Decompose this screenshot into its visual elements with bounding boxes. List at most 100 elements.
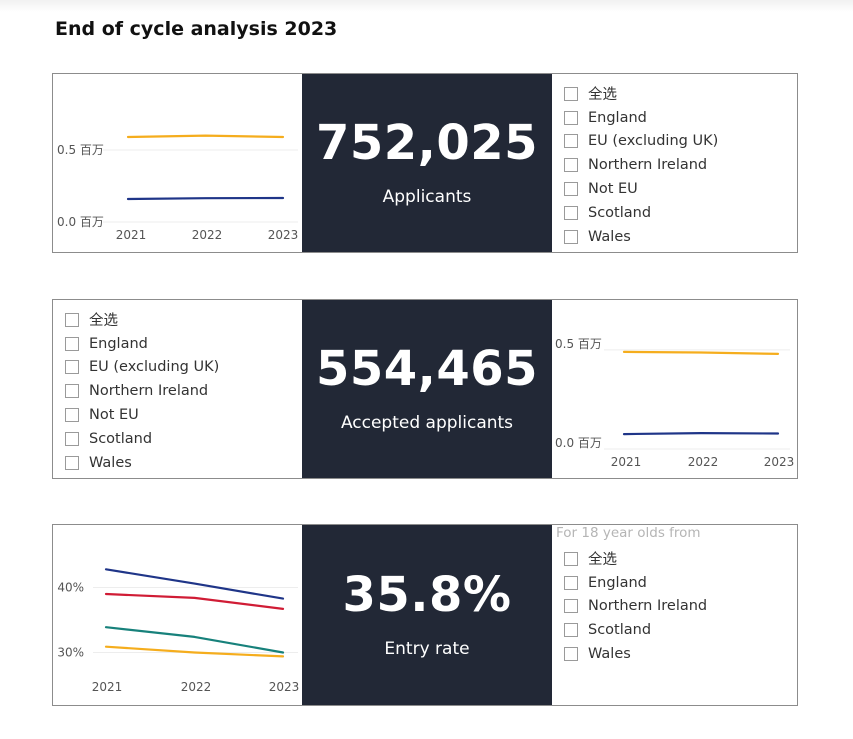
slicer-option-label: Wales: [89, 454, 132, 471]
series-line-1: [126, 196, 285, 201]
checkbox[interactable]: [564, 229, 578, 244]
applicants-chart-panel: 0.5 百万 0.0 百万 2021 2022 2023: [53, 74, 302, 252]
applicants-line-chart: 0.5 百万 0.0 百万 2021 2022 2023: [57, 134, 299, 242]
slicer-option-label: Not EU: [89, 407, 139, 424]
series-line-0: [622, 350, 780, 356]
slicer-option-label: EU (excluding UK): [89, 359, 220, 376]
slicer-option-label: England: [89, 335, 148, 352]
series-line-0: [104, 568, 285, 600]
checkbox[interactable]: [564, 205, 578, 220]
checkbox[interactable]: [564, 647, 578, 662]
slicer-option[interactable]: Scotland: [564, 201, 718, 225]
slicer-option-label: 全选: [588, 552, 617, 569]
kpi-label: Accepted applicants: [340, 413, 514, 433]
checkbox[interactable]: [564, 551, 578, 566]
slicer-option[interactable]: Scotland: [564, 618, 707, 642]
x-tick-label: 2022: [688, 455, 719, 469]
checkbox[interactable]: [564, 599, 578, 614]
slicer-option-label: Scotland: [588, 204, 652, 221]
slicer-option[interactable]: Not EU: [564, 177, 718, 201]
y-tick-label: 0.0 百万: [57, 215, 104, 229]
slicer-option[interactable]: Northern Ireland: [65, 379, 219, 403]
slicer-option[interactable]: Northern Ireland: [564, 153, 718, 177]
country-slicer: For 18 year olds from 全选 England Northern I…: [556, 525, 707, 666]
series-line-2: [104, 626, 285, 654]
checkbox[interactable]: [65, 336, 79, 351]
series-line-1: [622, 432, 780, 436]
slicer-option-label: Not EU: [588, 181, 638, 198]
y-tick-label: 0.5 百万: [555, 337, 602, 351]
checkbox[interactable]: [564, 86, 578, 101]
x-tick-label: 2023: [269, 680, 300, 694]
slicer-option[interactable]: Not EU: [65, 403, 219, 427]
slicer-option[interactable]: EU (excluding UK): [65, 356, 219, 380]
top-shadow: [0, 0, 853, 12]
entry-rate-row: 40% 30% 2021 2022 2023 35.8% Entry rate For …: [52, 524, 798, 706]
slicer-option-label: Northern Ireland: [588, 598, 708, 615]
y-tick-label: 30%: [57, 646, 84, 660]
domicile-slicer: 全选 England EU (excluding UK) Northern Irela…: [65, 308, 219, 475]
slicer-option[interactable]: England: [564, 106, 718, 130]
y-tick-label: 40%: [57, 581, 84, 595]
slicer-option-label: Northern Ireland: [89, 383, 209, 400]
entry-rate-kpi-card: 35.8% Entry rate: [302, 525, 552, 705]
kpi-label: Entry rate: [384, 639, 470, 659]
slicer-option[interactable]: Scotland: [65, 427, 219, 451]
kpi-value: 554,465: [315, 341, 539, 397]
y-tick-label: 0.0 百万: [555, 436, 602, 450]
x-tick-label: 2022: [192, 228, 223, 242]
accepted-row: 全选 England EU (excluding UK) Northern Irela…: [52, 299, 798, 479]
series-line-0: [126, 134, 285, 139]
select-all-option[interactable]: 全选: [564, 82, 718, 106]
domicile-slicer: 全选 England EU (excluding UK) Northern Irela…: [564, 82, 718, 249]
x-tick-label: 2021: [611, 455, 642, 469]
series-line-1: [104, 592, 285, 611]
accepted-kpi-card: 554,465 Accepted applicants: [302, 300, 552, 478]
kpi-value: 752,025: [315, 115, 539, 171]
kpi-value: 35.8%: [342, 567, 512, 623]
accepted-line-chart: 0.5 百万 0.0 百万 2021 2022 2023: [555, 337, 795, 469]
slicer-option[interactable]: Northern Ireland: [564, 595, 707, 619]
x-tick-label: 2023: [268, 228, 299, 242]
slicer-option[interactable]: England: [65, 332, 219, 356]
accepted-slicer-panel: 全选 England EU (excluding UK) Northern Irela…: [53, 300, 302, 478]
checkbox[interactable]: [564, 110, 578, 125]
slicer-option[interactable]: England: [564, 571, 707, 595]
series-line-3: [104, 645, 285, 658]
slicer-option[interactable]: EU (excluding UK): [564, 130, 718, 154]
checkbox[interactable]: [564, 182, 578, 197]
slicer-option-label: Scotland: [89, 430, 153, 447]
slicer-option-label: England: [588, 574, 647, 591]
checkbox[interactable]: [65, 408, 79, 423]
slicer-option-label: Scotland: [588, 622, 652, 639]
applicants-slicer-panel: 全选 England EU (excluding UK) Northern Irela…: [552, 74, 797, 252]
slicer-option-label: EU (excluding UK): [588, 133, 719, 150]
slicer-option[interactable]: Wales: [564, 225, 718, 249]
checkbox[interactable]: [564, 623, 578, 638]
slicer-option[interactable]: Wales: [65, 451, 219, 475]
select-all-option[interactable]: 全选: [564, 547, 707, 571]
select-all-option[interactable]: 全选: [65, 308, 219, 332]
slicer-option-label: England: [588, 109, 647, 126]
checkbox[interactable]: [65, 384, 79, 399]
x-tick-label: 2021: [92, 680, 123, 694]
kpi-label: Applicants: [382, 187, 472, 207]
slicer-option-label: 全选: [89, 313, 118, 330]
checkbox[interactable]: [65, 431, 79, 446]
checkbox[interactable]: [65, 312, 79, 327]
checkbox[interactable]: [65, 455, 79, 470]
slicer-option-label: Wales: [588, 646, 631, 663]
checkbox[interactable]: [564, 134, 578, 149]
slicer-option[interactable]: Wales: [564, 642, 707, 666]
checkbox[interactable]: [564, 575, 578, 590]
accepted-chart-panel: 0.5 百万 0.0 百万 2021 2022 2023: [552, 300, 797, 478]
checkbox[interactable]: [65, 360, 79, 375]
slicer-option-label: 全选: [588, 87, 617, 104]
slicer-option-label: Northern Ireland: [588, 157, 708, 174]
applicants-row: 0.5 百万 0.0 百万 2021 2022 2023 752,025 Applica…: [52, 73, 798, 253]
entry-rate-chart-panel: 40% 30% 2021 2022 2023: [53, 525, 302, 705]
checkbox[interactable]: [564, 158, 578, 173]
x-tick-label: 2022: [181, 680, 212, 694]
x-tick-label: 2023: [764, 455, 795, 469]
slicer-option-label: Wales: [588, 228, 631, 245]
